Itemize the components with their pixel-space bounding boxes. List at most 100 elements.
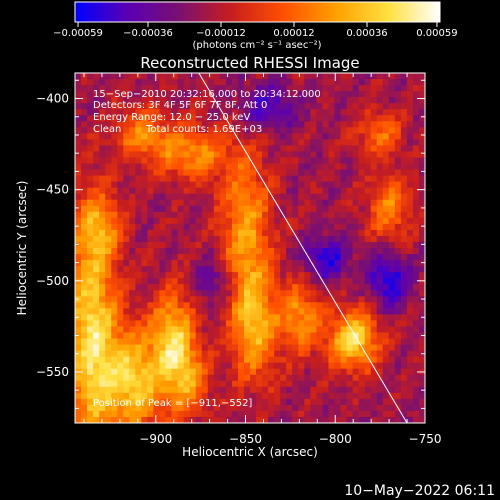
heatmap-cell <box>219 392 227 400</box>
heatmap-cell <box>177 91 185 98</box>
heatmap-cell <box>153 109 161 116</box>
heatmap-cell <box>153 302 161 309</box>
heatmap-cell <box>213 139 221 147</box>
heatmap-cell <box>328 290 336 297</box>
heatmap-cell <box>256 145 263 153</box>
heatmap-cell <box>93 344 100 352</box>
heatmap-cell <box>189 205 197 213</box>
heatmap-cell <box>370 362 378 370</box>
heatmap-cell <box>147 97 155 104</box>
heatmap-cell <box>159 145 167 153</box>
heatmap-cell <box>352 205 360 213</box>
heatmap-cell <box>256 109 263 116</box>
heatmap-cell <box>274 85 281 92</box>
heatmap-cell <box>262 404 269 412</box>
heatmap-cell <box>141 326 149 334</box>
heatmap-cell <box>292 374 299 382</box>
heatmap-cell <box>352 217 360 225</box>
heatmap-cell <box>99 326 106 334</box>
heatmap-cell <box>328 205 336 213</box>
heatmap-cell <box>99 362 106 370</box>
heatmap-cell <box>135 266 142 273</box>
heatmap-cell <box>201 181 209 189</box>
heatmap-cell <box>141 181 149 189</box>
heatmap-cell <box>237 326 245 334</box>
heatmap-cell <box>129 241 136 249</box>
heatmap-cell <box>189 260 197 267</box>
heatmap-cell <box>189 85 197 92</box>
heatmap-cell <box>129 266 136 273</box>
heatmap-cell <box>382 344 390 352</box>
heatmap-cell <box>352 338 360 346</box>
heatmap-cell <box>225 175 233 183</box>
heatmap-cell <box>237 404 245 412</box>
heatmap-cell <box>99 290 106 297</box>
heatmap-cell <box>117 374 124 382</box>
heatmap-cell <box>382 272 390 279</box>
heatmap-cell <box>370 109 378 116</box>
heatmap-cell <box>376 398 384 406</box>
heatmap-cell <box>298 103 305 110</box>
heatmap-cell <box>400 115 408 122</box>
heatmap-cell <box>219 157 227 165</box>
heatmap-cell <box>231 235 239 243</box>
heatmap-cell <box>274 91 281 98</box>
heatmap-cell <box>123 241 130 249</box>
heatmap-cell <box>304 139 311 147</box>
heatmap-cell <box>225 380 233 388</box>
heatmap-cell <box>364 356 372 364</box>
heatmap-cell <box>394 290 402 297</box>
heatmap-cell <box>256 235 263 243</box>
heatmap-cell <box>400 290 408 297</box>
heatmap-cell <box>352 133 360 140</box>
heatmap-cell <box>231 181 239 189</box>
heatmap-cell <box>328 404 336 412</box>
heatmap-cell <box>328 314 336 322</box>
heatmap-cell <box>201 73 209 80</box>
heatmap-cell <box>135 223 142 231</box>
heatmap-cell <box>310 175 317 183</box>
heatmap-cell <box>147 266 155 273</box>
heatmap-cell <box>171 278 179 285</box>
heatmap-cell <box>81 187 88 195</box>
heatmap-cell <box>99 410 106 418</box>
heatmap-cell <box>207 296 215 303</box>
heatmap-cell <box>99 91 106 98</box>
heatmap-cell <box>334 392 342 400</box>
heatmap-cell <box>286 163 293 171</box>
heatmap-cell <box>262 284 269 291</box>
heatmap-cell <box>123 356 130 364</box>
heatmap-cell <box>165 103 173 110</box>
colorbar <box>74 1 441 23</box>
heatmap-cell <box>298 314 305 322</box>
heatmap-cell <box>219 350 227 358</box>
heatmap-cell <box>117 235 124 243</box>
heatmap-cell <box>298 350 305 358</box>
heatmap-cell <box>189 127 197 134</box>
heatmap-cell <box>334 284 342 291</box>
heatmap-cell <box>105 332 112 340</box>
heatmap-cell <box>268 290 275 297</box>
heatmap-cell <box>370 235 378 243</box>
heatmap-cell <box>358 380 366 388</box>
heatmap-cell <box>382 326 390 334</box>
heatmap-cell <box>340 121 348 128</box>
heatmap-cell <box>237 103 245 110</box>
heatmap-cell <box>322 97 330 104</box>
heatmap-cell <box>262 362 269 370</box>
heatmap-cell <box>117 175 124 183</box>
heatmap-cell <box>201 308 209 315</box>
heatmap-cell <box>400 284 408 291</box>
heatmap-cell <box>165 151 173 159</box>
heatmap-cell <box>256 362 263 370</box>
heatmap-cell <box>75 235 82 243</box>
heatmap-cell <box>400 410 408 418</box>
heatmap-cell <box>183 386 191 394</box>
heatmap-cell <box>171 151 179 159</box>
heatmap-cell <box>382 356 390 364</box>
heatmap-cell <box>171 320 179 328</box>
heatmap-cell <box>189 374 197 382</box>
heatmap-cell <box>346 302 354 309</box>
heatmap-cell <box>105 121 112 128</box>
heatmap-cell <box>274 223 281 231</box>
